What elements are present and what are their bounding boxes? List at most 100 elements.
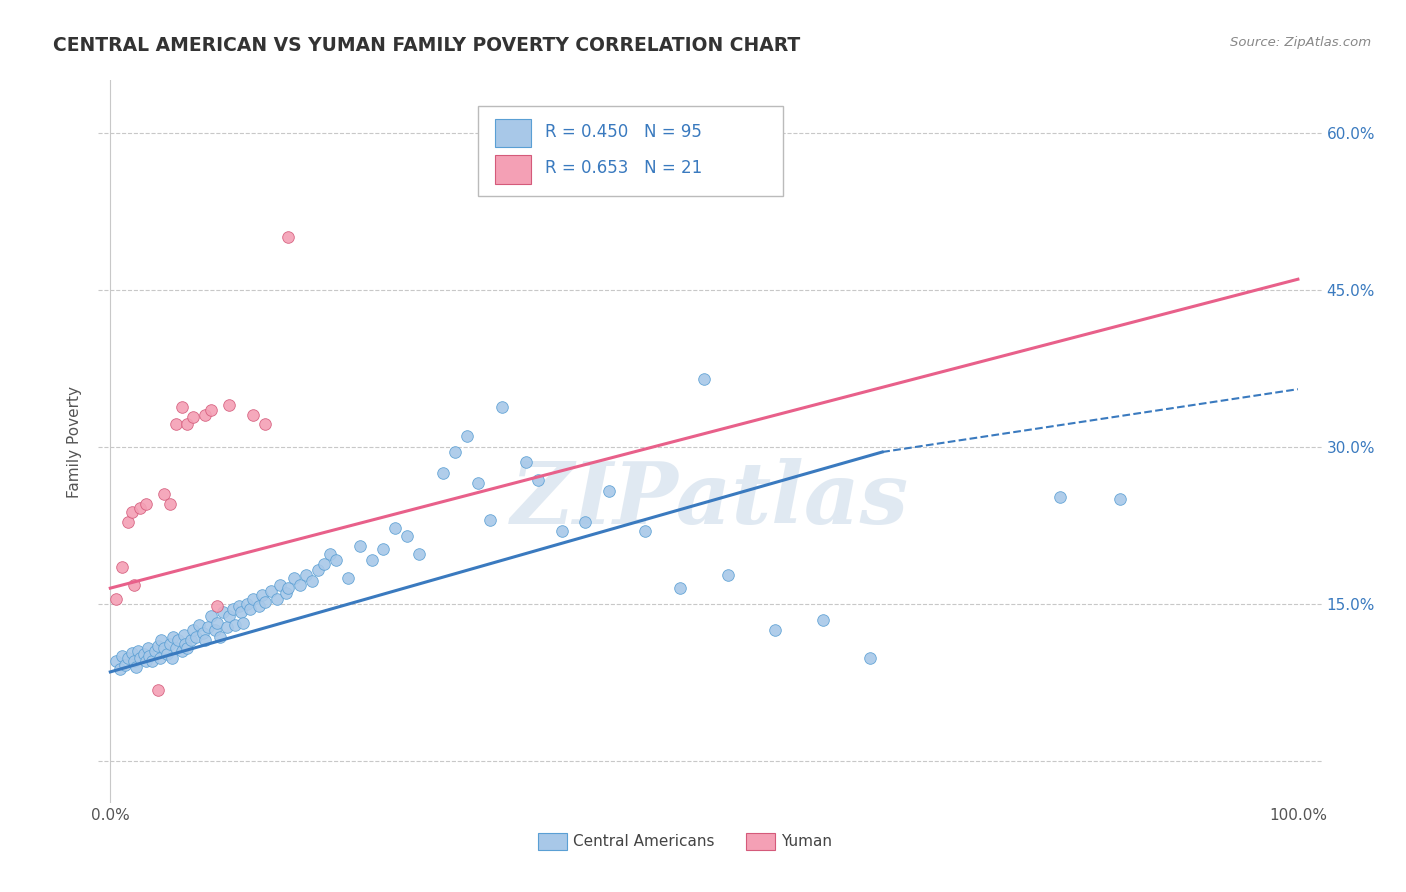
Point (136, 640, 159, 655)
Point (634, 524, 657, 538)
Point (212, 605, 235, 619)
Point (111, 649, 134, 664)
Point (515, 455, 537, 469)
Point (180, 633, 202, 648)
Point (129, 500, 152, 515)
Point (319, 547, 342, 561)
Point (228, 599, 250, 613)
Point (108, 662, 131, 676)
Point (170, 644, 193, 658)
Point (121, 505, 143, 519)
Point (205, 599, 228, 613)
Point (396, 529, 419, 543)
FancyBboxPatch shape (495, 119, 531, 147)
Point (236, 597, 259, 611)
Point (141, 655, 163, 669)
Point (176, 640, 198, 655)
Point (1049, 490, 1071, 504)
Point (527, 473, 550, 487)
Point (122, 655, 145, 669)
Point (456, 429, 478, 443)
Point (252, 589, 274, 603)
Point (408, 547, 430, 561)
Point (132, 647, 155, 661)
Point (170, 400, 193, 414)
Point (307, 563, 329, 577)
Text: Source: ZipAtlas.com: Source: ZipAtlas.com (1230, 36, 1371, 49)
Point (205, 615, 228, 630)
Point (693, 372, 716, 386)
Point (215, 620, 238, 634)
Point (224, 617, 246, 632)
Point (114, 657, 136, 672)
Point (349, 539, 371, 553)
Point (197, 620, 219, 634)
Point (174, 637, 197, 651)
Point (159, 637, 181, 651)
Point (221, 602, 243, 616)
Point (717, 567, 740, 582)
Point (373, 542, 395, 557)
Text: ZIPatlas: ZIPatlas (510, 458, 910, 541)
Point (301, 574, 323, 588)
Point (146, 682, 169, 697)
Point (239, 602, 262, 616)
Point (1108, 492, 1130, 507)
Point (312, 557, 335, 571)
Point (200, 403, 222, 417)
Point (384, 521, 406, 535)
Point (127, 644, 149, 658)
Point (129, 651, 152, 665)
Point (121, 646, 143, 660)
Point (145, 644, 167, 658)
Text: R = 0.450   N = 95: R = 0.450 N = 95 (546, 123, 702, 141)
Point (149, 651, 172, 665)
FancyBboxPatch shape (745, 833, 775, 850)
Point (183, 623, 205, 637)
FancyBboxPatch shape (537, 833, 567, 850)
Point (173, 628, 195, 642)
Point (159, 497, 181, 511)
Point (443, 445, 465, 459)
Point (574, 515, 596, 529)
Point (105, 655, 128, 669)
Point (290, 578, 312, 592)
Point (253, 595, 276, 609)
Point (165, 417, 187, 431)
Point (200, 609, 222, 624)
Point (253, 417, 276, 431)
FancyBboxPatch shape (495, 154, 531, 184)
Point (183, 410, 205, 425)
Point (208, 631, 231, 645)
Point (117, 651, 139, 665)
FancyBboxPatch shape (478, 105, 783, 196)
Text: Central Americans: Central Americans (574, 834, 714, 849)
Point (432, 466, 454, 480)
Point (218, 609, 240, 624)
Point (218, 398, 240, 412)
Text: Yuman: Yuman (780, 834, 832, 849)
Point (194, 409, 217, 423)
Point (229, 605, 252, 619)
Point (242, 409, 264, 423)
Point (232, 615, 254, 630)
Point (295, 567, 318, 582)
Point (669, 581, 692, 595)
Point (146, 639, 169, 653)
Point (194, 633, 217, 648)
Y-axis label: Family Poverty: Family Poverty (67, 385, 83, 498)
Point (135, 497, 157, 511)
Point (125, 659, 148, 673)
Point (550, 524, 572, 538)
Point (859, 651, 882, 665)
Point (811, 613, 834, 627)
Point (122, 578, 145, 592)
Point (360, 553, 382, 567)
Point (259, 584, 281, 599)
Point (152, 487, 174, 501)
Point (138, 649, 160, 664)
Point (336, 571, 359, 585)
Point (191, 626, 214, 640)
Point (277, 230, 299, 244)
Point (242, 591, 264, 606)
